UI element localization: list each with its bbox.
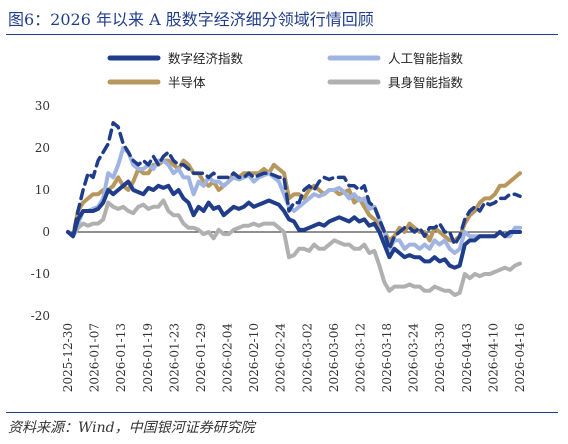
legend-label: 数字经济指数 xyxy=(168,51,244,66)
series-line-1 xyxy=(66,146,522,255)
y-tick-label: 30 xyxy=(35,99,50,113)
x-tick-label: 2025-12-30 xyxy=(61,323,75,392)
y-tick-label: 20 xyxy=(35,141,50,155)
legend-label: 半导体 xyxy=(168,75,206,90)
series-line-0 xyxy=(66,179,522,270)
chart-axes: -20 -10 0 10 20 30 2025-12-30 2026-01-07 2026-01… xyxy=(31,99,527,392)
legend-label: 具身智能指数 xyxy=(388,75,464,90)
y-tick-label: -20 xyxy=(31,309,50,323)
x-tick-label: 2026-01-29 xyxy=(194,323,208,392)
x-tick-label: 2026-01-07 xyxy=(88,323,102,392)
x-tick-label: 2026-03-06 xyxy=(327,323,341,392)
title-divider xyxy=(6,34,558,35)
x-tick-label: 2026-03-30 xyxy=(433,323,447,392)
series-line-4 xyxy=(66,121,522,251)
x-tick-label: 2026-01-23 xyxy=(167,323,181,392)
x-tick-label: 2026-04-10 xyxy=(486,323,500,392)
x-tick-label: 2026-01-13 xyxy=(114,323,128,392)
figure-title: 图6：2026 年以来 A 股数字经济细分领域行情回顾 xyxy=(8,10,374,29)
x-tick-label: 2026-03-18 xyxy=(380,323,394,392)
x-tick-label: 2026-02-10 xyxy=(247,323,261,392)
x-tick-label: 2026-03-12 xyxy=(353,323,367,392)
source-note: 资料来源：Wind，中国银河证券研究院 xyxy=(8,420,255,436)
x-tick-label: 2026-03-02 xyxy=(300,323,314,392)
y-tick-label: -10 xyxy=(31,267,50,281)
legend-label: 人工智能指数 xyxy=(388,51,464,66)
x-tick-label: 2026-02-24 xyxy=(274,323,288,393)
chart-plot-area xyxy=(66,121,522,297)
y-tick-label: 0 xyxy=(42,225,50,239)
series-line-2 xyxy=(66,158,522,243)
x-tick-label: 2026-01-19 xyxy=(141,323,155,392)
x-tick-label: 2026-03-24 xyxy=(407,323,421,393)
x-tick-label: 2026-04-16 xyxy=(513,323,527,392)
y-tick-label: 10 xyxy=(35,183,50,197)
series-line-3 xyxy=(66,198,522,297)
x-tick-label: 2026-04-03 xyxy=(460,323,474,392)
x-tick-label: 2026-02-04 xyxy=(221,323,235,393)
source-divider xyxy=(6,412,558,413)
